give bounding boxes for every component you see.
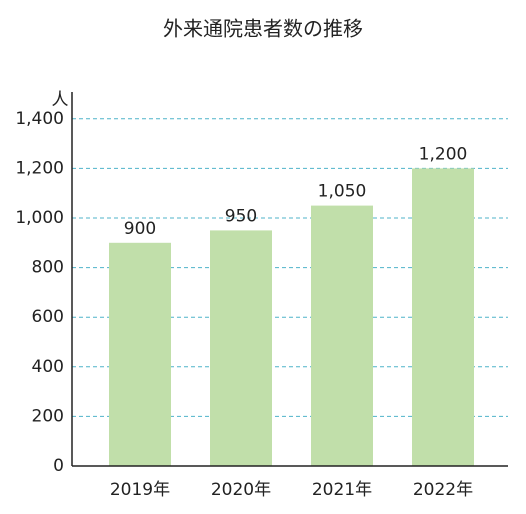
y-tick-label: 400 — [32, 357, 64, 377]
y-tick-label: 200 — [32, 406, 64, 426]
x-tick-label: 2019年 — [110, 480, 170, 500]
chart-title: 外来通院患者数の推移 — [163, 17, 363, 41]
value-label: 1,200 — [419, 144, 468, 164]
y-tick-label: 0 — [53, 456, 64, 476]
y-tick-label: 800 — [32, 258, 64, 278]
bar — [412, 168, 474, 466]
bar — [210, 230, 272, 466]
y-tick-label: 1,000 — [15, 208, 64, 228]
y-unit: 人 — [52, 90, 69, 110]
value-label: 1,050 — [318, 182, 367, 202]
x-tick-label: 2022年 — [413, 480, 473, 500]
y-tick-label: 1,200 — [15, 158, 64, 178]
value-label: 900 — [124, 219, 156, 239]
value-label: 950 — [225, 206, 257, 226]
x-tick-label: 2020年 — [211, 480, 271, 500]
bar — [109, 242, 171, 466]
y-tick-label: 1,400 — [15, 109, 64, 129]
x-tick-label: 2021年 — [312, 480, 372, 500]
bar — [311, 205, 373, 466]
y-tick-label: 600 — [32, 307, 64, 327]
